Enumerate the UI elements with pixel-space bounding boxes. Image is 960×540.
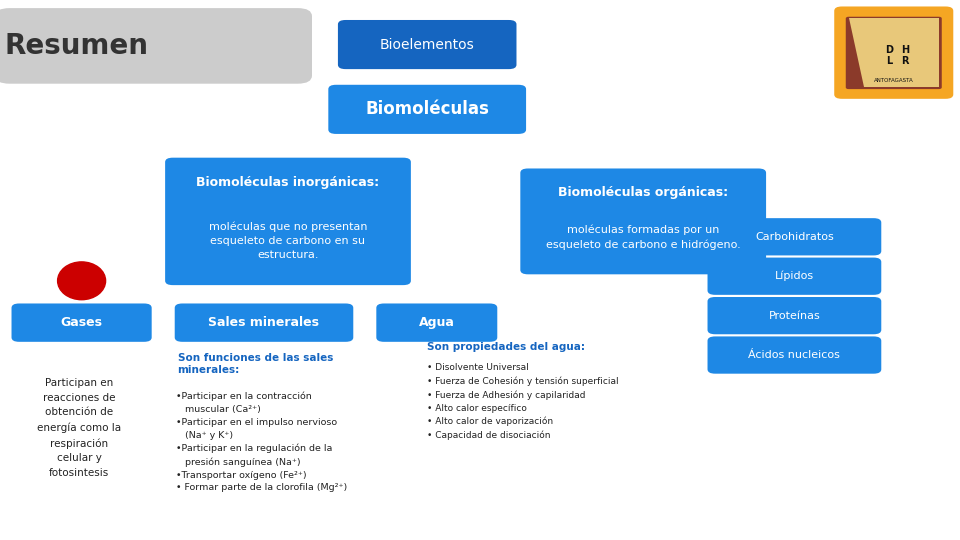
FancyBboxPatch shape [520,168,766,274]
FancyBboxPatch shape [418,329,662,448]
Text: Biomoléculas: Biomoléculas [365,100,490,118]
FancyBboxPatch shape [12,303,152,342]
FancyBboxPatch shape [328,85,526,134]
Text: L: L [886,56,892,66]
FancyBboxPatch shape [163,340,418,532]
FancyBboxPatch shape [708,218,881,255]
Text: Ácidos nucleicos: Ácidos nucleicos [749,350,840,360]
FancyBboxPatch shape [434,436,531,520]
FancyBboxPatch shape [0,340,158,516]
FancyBboxPatch shape [338,20,516,69]
Text: Bioelementos: Bioelementos [380,38,474,51]
Ellipse shape [58,262,106,300]
Text: Son funciones de las sales
minerales:: Son funciones de las sales minerales: [178,353,333,375]
Text: Agua: Agua [419,316,455,329]
FancyBboxPatch shape [0,8,312,84]
Text: R: R [901,56,909,66]
Text: Son propiedades del agua:: Son propiedades del agua: [427,342,586,352]
FancyBboxPatch shape [165,158,411,285]
Text: Resumen: Resumen [5,32,149,60]
Text: ANTOFAGASTA: ANTOFAGASTA [874,78,914,83]
Text: moléculas que no presentan
esqueleto de carbono en su
estructura.: moléculas que no presentan esqueleto de … [208,221,368,260]
Text: Participan en
reacciones de
obtención de
energía como la
respiración
celular y
f: Participan en reacciones de obtención de… [37,378,121,478]
FancyBboxPatch shape [376,303,497,342]
FancyBboxPatch shape [175,303,353,342]
Text: H: H [901,45,909,55]
Text: moléculas formadas por un
esqueleto de carbono e hidrógeno.: moléculas formadas por un esqueleto de c… [546,225,740,250]
FancyBboxPatch shape [382,269,492,309]
FancyBboxPatch shape [708,258,881,295]
Text: Proteínas: Proteínas [769,310,820,321]
Polygon shape [849,18,939,87]
Text: Sales minerales: Sales minerales [208,316,320,329]
Text: Biomoléculas orgánicas:: Biomoléculas orgánicas: [558,186,729,199]
FancyBboxPatch shape [708,336,881,374]
Text: Lípidos: Lípidos [775,271,814,281]
FancyBboxPatch shape [846,17,942,89]
FancyBboxPatch shape [708,297,881,334]
Text: • Disolvente Universal
• Fuerza de Cohesión y tensión superficial
• Fuerza de Ad: • Disolvente Universal • Fuerza de Cohes… [427,363,619,440]
FancyBboxPatch shape [692,436,784,520]
Text: Carbohidratos: Carbohidratos [755,232,834,242]
FancyBboxPatch shape [533,436,611,520]
Text: Gases: Gases [60,316,103,329]
Text: Biomoléculas inorgánicas:: Biomoléculas inorgánicas: [197,176,379,188]
FancyBboxPatch shape [612,436,690,520]
FancyBboxPatch shape [834,6,953,99]
Text: D: D [885,45,893,55]
FancyBboxPatch shape [190,269,267,309]
Text: •Participar en la contracción
   muscular (Ca²⁺)
•Participar en el impulso nervi: •Participar en la contracción muscular (… [176,392,347,492]
